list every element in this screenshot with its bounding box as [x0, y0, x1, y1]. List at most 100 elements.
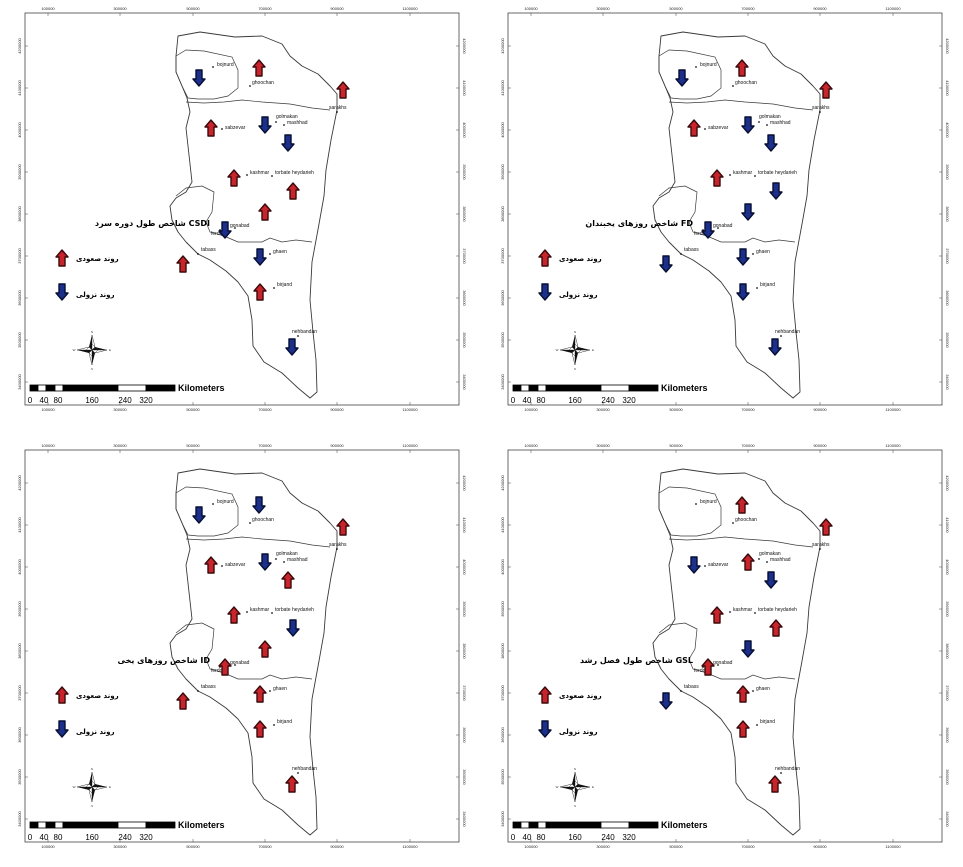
station-dot: [234, 227, 236, 229]
scale-tick-label: 240: [601, 833, 615, 842]
station-dot: [756, 724, 758, 726]
y-tick-left-label: 4100000: [17, 516, 22, 532]
x-tick-bottom-label: 300000: [113, 844, 127, 849]
up-trend-arrow-icon: [227, 606, 241, 624]
station-label: golmakan: [759, 114, 781, 120]
station-dot: [766, 561, 768, 563]
y-tick-right-label: 3900000: [462, 164, 467, 180]
y-tick-right-label: 4100000: [462, 80, 467, 96]
station-dot: [754, 175, 756, 177]
station-label: torbate heydarieh: [758, 170, 797, 176]
y-tick-left-label: 3800000: [500, 205, 505, 221]
station-label: torbate heydarieh: [275, 607, 314, 613]
up-trend-arrow-icon: [204, 556, 218, 574]
x-tick-bottom-label: 300000: [113, 407, 127, 412]
y-tick-right-label: 3700000: [945, 248, 950, 264]
down-trend-arrow-icon: [218, 221, 232, 239]
y-tick-left-label: 3900000: [17, 163, 22, 179]
station-label: bojnurd: [217, 62, 234, 68]
station-dot: [717, 227, 719, 229]
x-tick-top-label: 500000: [186, 443, 200, 448]
scale-bar: [512, 821, 659, 829]
scale-tick-label: 80: [537, 396, 546, 405]
y-tick-right-label: 3400000: [945, 374, 950, 390]
down-trend-arrow-icon: [286, 619, 300, 637]
province-boundary: [185, 99, 331, 111]
map-svg: 100000 100000 300000 300000 500000 500000 7000…: [500, 443, 950, 849]
legend-up-label: روند صعودی: [559, 255, 602, 263]
legend-up-arrow-icon: [538, 249, 552, 267]
station-label: tabass: [201, 684, 216, 690]
station-dot: [271, 612, 273, 614]
scale-tick-label: 240: [601, 396, 615, 405]
station-dot: [752, 253, 754, 255]
legend-up-arrow-icon: [538, 686, 552, 704]
station-label: mashhad: [287, 120, 308, 126]
station-label: nehbandan: [292, 766, 317, 772]
y-tick-right-label: 3600000: [945, 290, 950, 306]
x-tick-top-label: 900000: [813, 443, 827, 448]
scale-tick-label: 320: [139, 833, 153, 842]
legend-up-label: روند صعودی: [76, 255, 119, 263]
y-tick-left-label: 4200000: [500, 474, 505, 490]
y-tick-left-label: 3600000: [500, 726, 505, 742]
station-dot: [221, 128, 223, 130]
station-dot: [732, 522, 734, 524]
station-dot: [283, 561, 285, 563]
station-label: birjand: [277, 719, 292, 725]
down-trend-arrow-icon: [253, 248, 267, 266]
y-tick-right-label: 3500000: [945, 332, 950, 348]
y-tick-left-label: 4000000: [17, 558, 22, 574]
down-trend-arrow-icon: [741, 640, 755, 658]
legend-up-arrow-icon: [55, 686, 69, 704]
up-trend-arrow-icon: [227, 169, 241, 187]
x-tick-top-label: 300000: [113, 6, 127, 11]
y-tick-left-label: 3600000: [17, 289, 22, 305]
station-dot: [297, 335, 299, 337]
x-tick-bottom-label: 700000: [741, 844, 755, 849]
station-label: tabass: [201, 247, 216, 253]
compass-south-label: S: [574, 367, 576, 371]
legend-down-label: روند نزولی: [559, 728, 598, 736]
down-trend-arrow-icon: [741, 203, 755, 221]
station-label: ghaen: [756, 249, 770, 255]
scale-tick-label: 160: [85, 833, 99, 842]
up-trend-arrow-icon: [253, 720, 267, 738]
station-label: kashmar: [250, 170, 270, 176]
scale-tick-label: 320: [622, 833, 636, 842]
y-tick-right-label: 3400000: [462, 811, 467, 827]
y-tick-left-label: 4200000: [500, 37, 505, 53]
station-label: ferdous: [694, 668, 711, 674]
scale-tick-label: 80: [54, 396, 63, 405]
station-dot: [275, 558, 277, 560]
x-tick-top-label: 500000: [186, 6, 200, 11]
y-tick-right-label: 3400000: [462, 374, 467, 390]
scale-tick-label: 40: [40, 396, 49, 405]
y-tick-right-label: 3800000: [945, 206, 950, 222]
station-dot: [717, 664, 719, 666]
station-label: gonabad: [713, 660, 733, 666]
scale-bar: [29, 384, 176, 392]
x-tick-top-label: 100000: [524, 443, 538, 448]
down-trend-arrow-icon: [659, 692, 673, 710]
y-tick-left-label: 3700000: [17, 684, 22, 700]
x-tick-bottom-label: 100000: [524, 407, 538, 412]
station-label: gonabad: [713, 223, 733, 229]
station-dot: [336, 548, 338, 550]
station-label: sarakhs: [812, 105, 830, 111]
station-label: birjand: [277, 282, 292, 288]
y-tick-left-label: 4000000: [500, 558, 505, 574]
station-dot: [234, 664, 236, 666]
up-trend-arrow-icon: [735, 59, 749, 77]
compass-west-label: W: [73, 348, 76, 352]
station-dot: [246, 611, 248, 613]
x-tick-bottom-label: 900000: [813, 407, 827, 412]
x-tick-top-label: 100000: [41, 6, 55, 11]
y-tick-left-label: 3500000: [500, 331, 505, 347]
x-tick-bottom-label: 300000: [596, 407, 610, 412]
y-tick-left-label: 3900000: [500, 163, 505, 179]
station-label: nehbandan: [775, 329, 800, 335]
scale-tick-label: 160: [85, 396, 99, 405]
x-tick-bottom-label: 1100000: [885, 844, 901, 849]
